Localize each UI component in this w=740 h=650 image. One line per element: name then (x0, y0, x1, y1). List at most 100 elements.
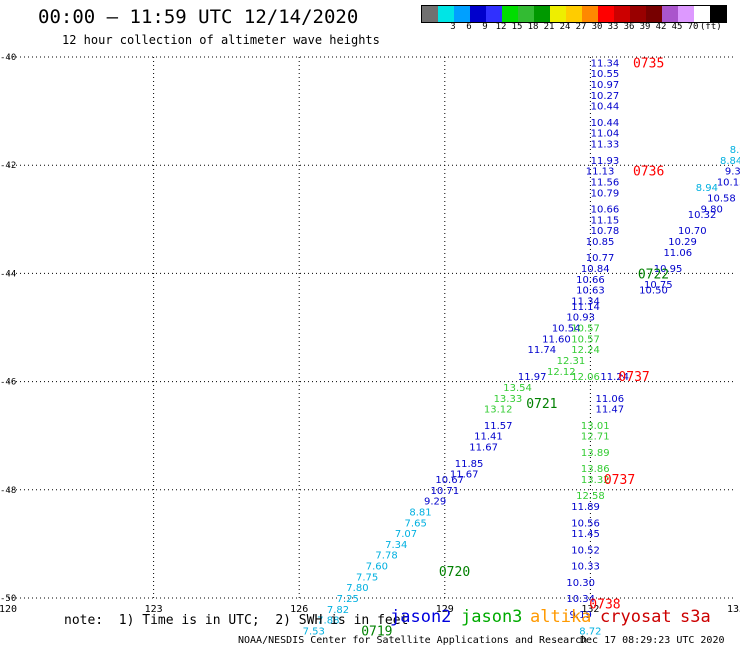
legend-altika: altika (530, 607, 592, 627)
color-swatch (678, 6, 694, 22)
data-point-jason2: 10.79 (591, 188, 620, 199)
legend-jason3: jason3 (461, 607, 523, 627)
data-point-jason2: 10.78 (591, 226, 620, 237)
data-point-jason2: 11.33 (591, 140, 620, 151)
color-scale-tick: 24 (559, 22, 571, 32)
color-scale-tick: 6 (466, 22, 472, 32)
color-scale-tick: 27 (575, 22, 587, 32)
data-point-jason2: 10.54 (552, 324, 581, 335)
data-point-s3a: 8.84 (720, 156, 740, 167)
data-point-jason3: 13.01 (581, 421, 610, 432)
credit-line: NOAA/NESDIS Center for Satellite Applica… (238, 635, 588, 646)
data-point-jason2: 9.31 (725, 167, 740, 178)
pass-time-label: 0735 (633, 56, 664, 71)
data-point-jason2: 10.85 (586, 237, 615, 248)
color-scale-tick: 36 (623, 22, 635, 32)
data-point-jason2: 9.80 (701, 204, 723, 215)
legend-cryosat: cryosat (600, 607, 672, 627)
x-tick-label: 129 (436, 604, 454, 615)
data-point-jason2: 11.06 (663, 248, 692, 259)
data-point-jason2: 11.60 (542, 334, 571, 345)
data-point-jason2: 11.85 (455, 459, 484, 470)
data-point-s3a: 7.34 (385, 540, 407, 551)
data-point-jason2: 11.47 (595, 405, 624, 416)
data-point-s3a: 7.60 (366, 562, 388, 573)
data-point-jason2: 10.32 (688, 210, 717, 221)
data-point-jason2: 9.29 (424, 497, 446, 508)
color-scale-tick: 18 (527, 22, 539, 32)
pass-time-label: 0737 (604, 473, 635, 488)
data-point-jason2: 10.70 (678, 226, 707, 237)
y-tick-label: -46 (0, 378, 16, 388)
data-point-s3a: 7.65 (405, 518, 427, 529)
x-tick-label: 132 (581, 604, 599, 615)
data-point-jason2: 10.44 (591, 102, 620, 113)
pass-time-label: 0736 (633, 165, 664, 180)
pass-time-label: 0721 (526, 397, 557, 412)
color-scale-tick: 15 (511, 22, 523, 32)
data-point-jason2: 10.13 (717, 177, 740, 188)
data-point-s3a: 7.82 (327, 605, 349, 616)
data-point-jason3: 12.58 (576, 491, 605, 502)
data-point-jason3: 13.54 (503, 383, 532, 394)
color-swatch (630, 6, 646, 22)
data-point-jason3: 13.32 (581, 475, 610, 486)
data-point-s3a: 7.07 (395, 529, 417, 540)
data-point-jason2: 10.58 (707, 194, 736, 205)
data-point-s3a: 8.81 (409, 507, 431, 518)
data-point-jason2: 11.93 (591, 156, 620, 167)
data-point-s3a: 7.88 (317, 616, 339, 627)
data-point-jason2: 10.30 (566, 578, 595, 589)
color-scale-tick: 3 (450, 22, 456, 32)
data-point-jason3: 13.12 (484, 405, 513, 416)
data-point-jason2: 11.06 (595, 394, 624, 405)
color-scale-tick: 9 (482, 22, 488, 32)
pass-time-label: 0719 (361, 624, 392, 639)
color-scale-tick: 45 (671, 22, 683, 32)
pass-time-label: 0738 (589, 597, 620, 612)
color-scale-tick: 70 (687, 22, 699, 32)
data-point-s3a: 7.78 (375, 551, 397, 562)
y-tick-label: -40 (0, 53, 16, 63)
data-point-jason3: 12.71 (581, 432, 610, 443)
data-point-s3a: 7.25 (337, 594, 359, 605)
x-tick-label: 126 (290, 604, 308, 615)
data-point-jason3: 10.57 (571, 324, 600, 335)
data-point-jason2: 11.24 (600, 372, 629, 383)
data-point-jason2: 10.55 (591, 69, 620, 80)
data-point-jason3: 13.33 (494, 394, 523, 405)
color-swatch (454, 6, 470, 22)
color-swatch (422, 6, 438, 22)
y-tick-label: -44 (0, 269, 16, 279)
color-swatch (534, 6, 550, 22)
data-point-jason2: 11.67 (469, 443, 498, 454)
data-point-jason2: 10.66 (576, 275, 605, 286)
legend-s3a: s3a (680, 607, 711, 627)
legend-jason2: jason2 (390, 607, 452, 627)
color-swatch (582, 6, 598, 22)
color-swatch (694, 6, 710, 22)
color-swatch (710, 6, 726, 22)
color-swatch (518, 6, 534, 22)
x-tick-label: 135 (727, 604, 740, 615)
data-point-jason2: 11.15 (591, 215, 620, 226)
data-point-jason2: 10.71 (430, 486, 459, 497)
data-point-s3a: 7.75 (356, 572, 378, 583)
data-point-jason2: 10.75 (644, 280, 673, 291)
data-point-s3a: 7.80 (346, 583, 368, 594)
color-swatch (438, 6, 454, 22)
data-point-jason2: 11.14 (571, 302, 600, 313)
page-title: 00:00 – 11:59 UTC 12/14/2020 (38, 6, 359, 28)
pass-time-label: 0720 (439, 565, 470, 580)
data-point-jason2: 11.34 (571, 296, 600, 307)
data-point-jason2: 11.45 (571, 529, 600, 540)
color-swatch (486, 6, 502, 22)
data-point-jason2: 10.33 (571, 562, 600, 573)
data-point-s3a: 8.94 (696, 183, 718, 194)
data-point-jason2: 10.63 (576, 286, 605, 297)
data-point-jason2: 11.67 (450, 470, 479, 481)
color-scale-tick: 42 (655, 22, 667, 32)
data-point-jason2: 10.29 (668, 237, 697, 248)
x-tick-label: 123 (145, 604, 163, 615)
x-tick-label: 120 (0, 604, 17, 615)
